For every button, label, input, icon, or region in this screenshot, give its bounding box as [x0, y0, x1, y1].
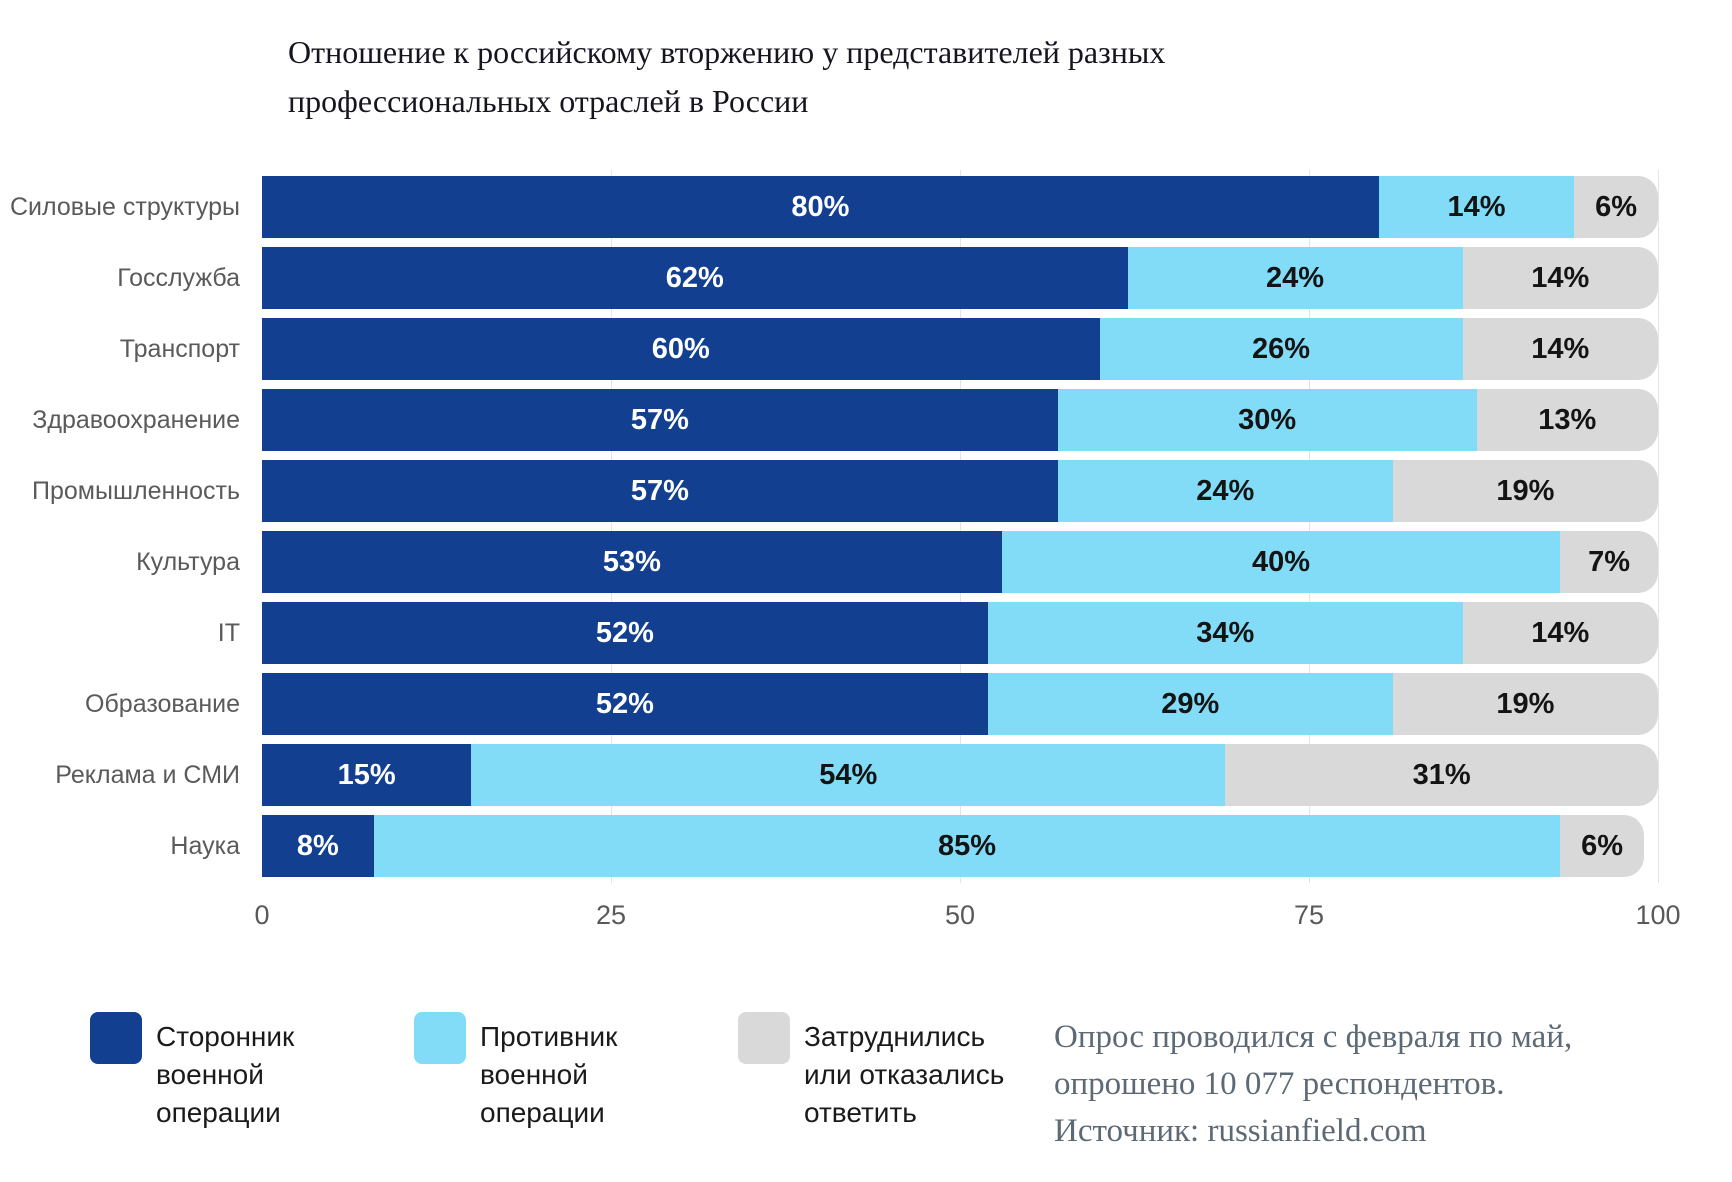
bar-segment-series-1: 80% [262, 176, 1379, 238]
bar-segment-series-3: 19% [1392, 673, 1658, 735]
bar-segment-series-1: 57% [262, 389, 1058, 451]
bar-segment-series-3: 14% [1462, 247, 1658, 309]
category-label: IT [217, 619, 240, 647]
bar-segment-series-2: 24% [1057, 460, 1393, 522]
legend-item-3: Затруднились или отказались ответить [738, 1012, 1022, 1132]
bar-segment-series-2: 54% [471, 744, 1226, 806]
bar-segment-series-1: 57% [262, 460, 1058, 522]
category-label: Культура [136, 548, 240, 576]
bar-segment-series-2: 24% [1127, 247, 1463, 309]
bar-row: Транспорт 60% 26% 14% [120, 318, 1658, 380]
category-label: Образование [85, 690, 240, 718]
source-note: Опрос проводился с февраля по май, опрош… [1054, 1014, 1572, 1155]
x-axis-tick-100: 100 [1635, 900, 1681, 930]
bar-segment-series-3: 13% [1476, 389, 1658, 451]
source-note-line-1: Опрос проводился с февраля по май, [1054, 1019, 1573, 1055]
legend-item-1: Сторонник военной операции [90, 1012, 374, 1132]
legend-swatch-1 [90, 1012, 142, 1064]
legend-label-3: Затруднились или отказались ответить [804, 1021, 1005, 1128]
bar-rows: Силовые структуры 80% 14% 6% Госслужба 62% 24%… [10, 176, 1658, 877]
bar-row: Реклама и СМИ 15% 54% 31% [55, 744, 1658, 806]
gridline-50 [960, 170, 961, 883]
bar-segment-series-1: 53% [262, 531, 1002, 593]
category-label: Госслужба [117, 264, 240, 292]
legend-item-2: Противник военной операции [414, 1012, 698, 1132]
bar-row: IT 52% 34% 14% [218, 602, 1658, 664]
bar-row: Госслужба 62% 24% 14% [117, 247, 1658, 309]
chart-title-line-1: Отношение к российскому вторжению у пред… [288, 34, 1166, 70]
legend-label-1: Сторонник военной операции [156, 1021, 295, 1128]
category-label: Реклама и СМИ [55, 761, 240, 789]
bar-segment-series-2: 26% [1099, 318, 1463, 380]
bar-segment-series-3: 31% [1225, 744, 1658, 806]
bar-segment-series-2: 29% [987, 673, 1393, 735]
gridline-75 [1309, 170, 1310, 883]
bar-segment-series-2: 85% [373, 815, 1561, 877]
bar-row: Силовые структуры 80% 14% 6% [10, 176, 1658, 238]
x-axis: 0 25 50 75 100 [254, 900, 1680, 934]
bar-segment-series-1: 60% [262, 318, 1100, 380]
category-label: Здравоохранение [32, 406, 240, 434]
legend-swatch-3 [738, 1012, 790, 1064]
chart-title-line-2: профессиональных отраслей в России [288, 83, 809, 119]
bar-segment-series-3: 7% [1560, 531, 1658, 593]
gridline-100 [1658, 170, 1659, 883]
x-axis-tick-75: 75 [1293, 900, 1325, 930]
bar-row: Промышленность 57% 24% 19% [32, 460, 1658, 522]
legend-label-2: Противник военной операции [480, 1021, 618, 1128]
bar-segment-series-2: 34% [987, 602, 1463, 664]
bar-chart-plot-area: Силовые структуры 80% 14% 6% Госслужба 62% 24%… [10, 170, 1659, 883]
bar-row: Здравоохранение 57% 30% 13% [32, 389, 1658, 451]
bar-segment-series-3: 14% [1462, 602, 1658, 664]
x-axis-tick-0: 0 [254, 900, 270, 930]
bar-segment-series-1: 62% [262, 247, 1128, 309]
bar-segment-series-3: 19% [1392, 460, 1658, 522]
category-label: Наука [170, 832, 240, 860]
x-axis-tick-25: 25 [595, 900, 627, 930]
category-label: Силовые структуры [9, 193, 240, 221]
bar-segment-series-1: 52% [262, 673, 988, 735]
bar-row: Образование 52% 29% 19% [85, 673, 1658, 735]
bar-segment-series-3: 14% [1462, 318, 1658, 380]
chart-title: Отношение к российскому вторжению у пред… [288, 28, 1165, 126]
bar-segment-series-3: 6% [1574, 176, 1658, 238]
bar-segment-series-1: 8% [262, 815, 374, 877]
bar-segment-series-1: 15% [262, 744, 472, 806]
bar-segment-series-2: 40% [1001, 531, 1561, 593]
x-axis-tick-50: 50 [944, 900, 976, 930]
legend-swatch-2 [414, 1012, 466, 1064]
bar-segment-series-2: 30% [1057, 389, 1477, 451]
source-note-line-2: опрошено 10 077 респондентов. [1054, 1066, 1505, 1102]
bar-segment-series-3: 6% [1560, 815, 1645, 877]
category-label: Транспорт [119, 335, 240, 363]
bar-segment-series-1: 52% [262, 602, 988, 664]
legend: Сторонник военной операции Противник воен… [90, 1012, 1022, 1132]
bar-row: Наука 8% 85% 6% [170, 815, 1658, 877]
bar-row: Культура 53% 40% 7% [136, 531, 1658, 593]
gridline-25 [611, 170, 612, 883]
gridlines [262, 170, 1659, 883]
category-label: Промышленность [32, 477, 240, 505]
bar-segment-series-2: 14% [1378, 176, 1575, 238]
source-note-line-3: Источник: russianfield.com [1054, 1113, 1427, 1149]
